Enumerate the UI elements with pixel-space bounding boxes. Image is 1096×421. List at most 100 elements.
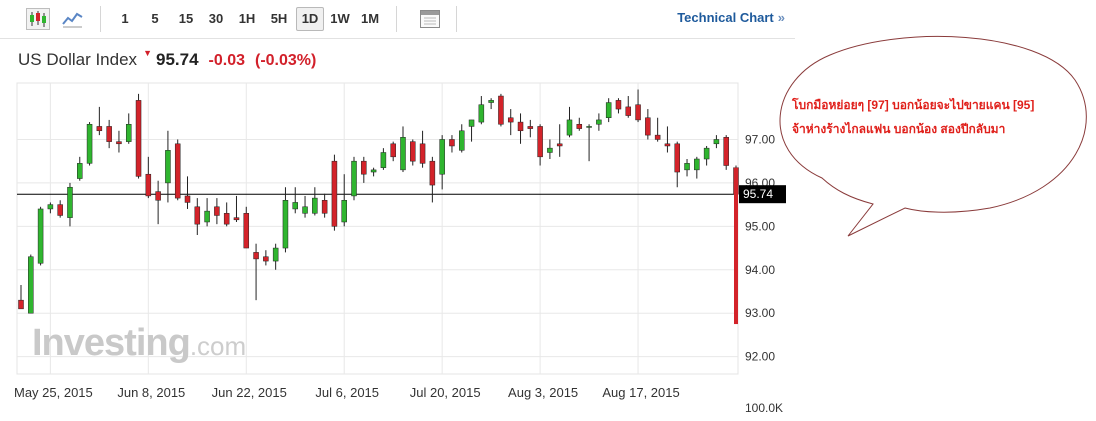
last-price-tag-label: 95.74 [743, 187, 773, 201]
candle [184, 176, 191, 209]
candle [449, 135, 455, 153]
candle-body-down [174, 143, 181, 199]
y-tick-label: 97.00 [745, 132, 775, 146]
candle [527, 119, 534, 138]
candle [57, 200, 63, 218]
candle-body-down [419, 143, 426, 164]
chart-toolbar: 1 5 15 30 1H 5H 1D 1W 1M Technical Chart… [0, 0, 795, 39]
candle [410, 139, 416, 166]
candle [116, 130, 122, 153]
candle-body-down [155, 191, 161, 201]
candle [292, 187, 298, 214]
candle [645, 109, 651, 140]
candle-body-down [635, 104, 641, 121]
candle-body-down [253, 252, 259, 260]
candle [321, 193, 328, 218]
candle-body-up [713, 139, 720, 145]
candle-body-up [684, 163, 690, 171]
candle [507, 109, 514, 136]
candle [566, 106, 573, 138]
x-tick-label: Jul 20, 2015 [410, 385, 481, 400]
candle [664, 126, 671, 153]
candle [625, 96, 632, 118]
candle [390, 141, 396, 162]
candle-body-up [125, 124, 132, 142]
calendar-icon[interactable] [418, 8, 442, 30]
candle [713, 135, 720, 149]
candle [28, 254, 34, 314]
candle [703, 145, 710, 166]
last-price-tag: 95.74 [739, 185, 786, 204]
candle [243, 206, 250, 249]
candle [459, 124, 465, 153]
candlestick-icon[interactable] [26, 8, 50, 30]
candle [429, 156, 436, 203]
y-tick-label: 94.00 [745, 263, 775, 277]
candle-body-up [586, 126, 592, 128]
timeframe-5h[interactable]: 5H [270, 11, 288, 26]
candle [312, 187, 318, 216]
candle-body-down [449, 139, 455, 147]
candle [605, 98, 612, 123]
timeframe-15[interactable]: 15 [178, 11, 194, 26]
candle [86, 122, 93, 166]
down-arrow-icon: ▼ [143, 48, 152, 58]
technical-chart-label: Technical Chart [677, 10, 774, 25]
candle-body-down [135, 100, 142, 177]
callout-text: โบกมือหย่อยๆ [97] บอกน้อยจะไปขายแคน [95]… [792, 93, 1062, 141]
candle [537, 124, 543, 166]
timeframe-30[interactable]: 30 [208, 11, 224, 26]
candle [556, 124, 563, 157]
candle-body-down [625, 106, 632, 116]
candle [214, 198, 220, 225]
candle [125, 113, 132, 144]
candle-body-up [165, 150, 171, 184]
candle [586, 124, 592, 162]
timeframe-1[interactable]: 1 [121, 11, 129, 26]
timeframe-5[interactable]: 5 [151, 11, 159, 26]
candle-body-up [488, 100, 494, 103]
candle-body-down [223, 213, 230, 225]
candle [67, 182, 73, 227]
candle [174, 139, 181, 201]
candle-body-up [341, 200, 347, 223]
candle [654, 117, 661, 142]
technical-chart-link[interactable]: Technical Chart» [677, 10, 785, 25]
candle [96, 106, 103, 136]
instrument-name: US Dollar Index [18, 50, 138, 69]
candle-body-up [439, 139, 445, 175]
candle [547, 139, 553, 160]
timeframe-1w[interactable]: 1W [330, 11, 350, 26]
candle [47, 202, 54, 214]
candle [498, 93, 504, 127]
candle-body-down [576, 124, 583, 129]
timeframe-1h[interactable]: 1H [238, 11, 256, 26]
candle-body-down [331, 160, 338, 227]
candle-body-up [67, 186, 73, 218]
candle-body-down [429, 160, 436, 186]
candle [468, 119, 475, 142]
candle-body-down [723, 137, 729, 166]
line-chart-icon[interactable] [60, 8, 84, 30]
candle-body-down [410, 141, 416, 162]
price-change: -0.03 [208, 52, 245, 69]
speech-bubble [779, 35, 1087, 237]
candle-body-down [537, 126, 543, 158]
candle [723, 135, 729, 170]
candle-body-up [400, 137, 406, 171]
x-tick-label: Jun 22, 2015 [212, 385, 287, 400]
candle [37, 206, 44, 266]
timeframe-1m[interactable]: 1M [360, 11, 380, 26]
candle [439, 135, 445, 190]
timeframe-1d[interactable]: 1D [296, 7, 324, 31]
live-candle-bar [734, 167, 738, 325]
candle-body-up [302, 206, 308, 214]
candle-body-down [361, 160, 367, 175]
candle [302, 195, 308, 218]
candle [478, 96, 485, 125]
candle [341, 174, 347, 227]
x-tick-label: Jun 8, 2015 [117, 385, 185, 400]
candle [331, 154, 338, 231]
